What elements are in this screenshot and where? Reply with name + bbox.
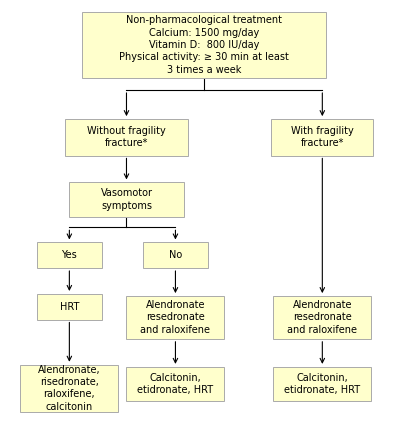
FancyBboxPatch shape — [65, 119, 188, 155]
Text: Calcitonin,
etidronate, HRT: Calcitonin, etidronate, HRT — [284, 373, 360, 395]
Text: With fragility
fracture*: With fragility fracture* — [291, 126, 354, 148]
FancyBboxPatch shape — [126, 367, 224, 401]
FancyBboxPatch shape — [82, 12, 326, 78]
Text: Alendronate,
risedronate,
raloxifene,
calcitonin: Alendronate, risedronate, raloxifene, ca… — [38, 365, 101, 412]
FancyBboxPatch shape — [69, 182, 184, 217]
Text: No: No — [169, 250, 182, 260]
Text: HRT: HRT — [60, 302, 79, 312]
Text: Alendronate
resedronate
and raloxifene: Alendronate resedronate and raloxifene — [140, 300, 211, 335]
FancyBboxPatch shape — [271, 119, 373, 155]
FancyBboxPatch shape — [143, 242, 208, 268]
FancyBboxPatch shape — [126, 296, 224, 339]
Text: Non-pharmacological treatment
Calcium: 1500 mg/day
Vitamin D:  800 IU/day
Physic: Non-pharmacological treatment Calcium: 1… — [119, 15, 289, 75]
FancyBboxPatch shape — [37, 294, 102, 320]
Text: Yes: Yes — [62, 250, 77, 260]
Text: Vasomotor
symptoms: Vasomotor symptoms — [100, 188, 153, 211]
FancyBboxPatch shape — [273, 367, 371, 401]
Text: Calcitonin,
etidronate, HRT: Calcitonin, etidronate, HRT — [137, 373, 213, 395]
FancyBboxPatch shape — [273, 296, 371, 339]
FancyBboxPatch shape — [37, 242, 102, 268]
Text: Without fragility
fracture*: Without fragility fracture* — [87, 126, 166, 148]
FancyBboxPatch shape — [20, 365, 118, 412]
Text: Alendronate
resedronate
and raloxifene: Alendronate resedronate and raloxifene — [287, 300, 357, 335]
